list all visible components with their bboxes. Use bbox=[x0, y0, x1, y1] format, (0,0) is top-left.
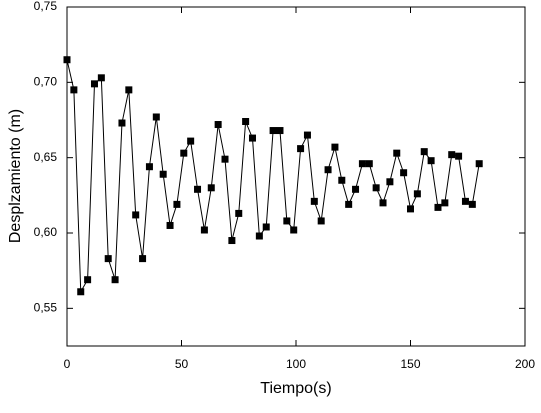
data-point bbox=[214, 121, 222, 129]
data-point bbox=[434, 203, 442, 211]
data-point bbox=[77, 288, 85, 296]
data-point bbox=[310, 197, 318, 205]
data-point bbox=[365, 160, 373, 168]
data-point bbox=[276, 127, 284, 135]
data-point bbox=[235, 209, 243, 217]
data-point bbox=[386, 178, 394, 186]
data-point bbox=[180, 149, 188, 157]
data-point bbox=[90, 80, 98, 88]
data-point bbox=[194, 185, 202, 193]
data-point bbox=[200, 226, 208, 234]
y-tick-label: 0,55 bbox=[34, 301, 58, 315]
data-point bbox=[152, 113, 160, 121]
data-point bbox=[173, 200, 181, 208]
data-point bbox=[379, 199, 387, 207]
data-point bbox=[372, 184, 380, 192]
data-point bbox=[441, 199, 449, 207]
data-point bbox=[448, 151, 456, 159]
data-point bbox=[139, 255, 147, 263]
x-tick-label: 0 bbox=[64, 357, 71, 371]
x-tick-label: 50 bbox=[175, 357, 189, 371]
data-point bbox=[400, 169, 408, 177]
x-tick-label: 150 bbox=[400, 357, 420, 371]
data-point bbox=[221, 155, 229, 163]
data-point bbox=[159, 170, 167, 178]
data-point bbox=[63, 56, 71, 64]
x-tick-label: 200 bbox=[515, 357, 535, 371]
data-point bbox=[393, 149, 401, 157]
x-tick-label: 100 bbox=[286, 357, 306, 371]
data-point bbox=[290, 226, 298, 234]
y-tick-label: 0,75 bbox=[34, 0, 58, 13]
data-point bbox=[242, 118, 250, 126]
data-point bbox=[475, 160, 483, 168]
data-point bbox=[324, 166, 332, 174]
data-point bbox=[358, 160, 366, 168]
data-point bbox=[70, 86, 78, 94]
data-point bbox=[407, 205, 414, 213]
data-point bbox=[111, 276, 119, 284]
data-point bbox=[248, 134, 256, 142]
data-point bbox=[352, 185, 360, 193]
data-point bbox=[455, 152, 463, 160]
data-point bbox=[345, 200, 353, 208]
data-point bbox=[413, 190, 421, 198]
y-tick-label: 0,65 bbox=[34, 150, 58, 164]
data-point bbox=[125, 86, 133, 94]
series-line bbox=[66, 59, 480, 294]
x-axis-title: Tiempo(s) bbox=[260, 380, 331, 397]
data-point bbox=[132, 211, 140, 219]
data-point bbox=[338, 176, 346, 184]
data-point bbox=[269, 127, 277, 135]
data-point bbox=[468, 200, 476, 208]
y-axis-title: Desplzamiento (m) bbox=[7, 109, 24, 243]
data-point bbox=[317, 217, 325, 225]
data-point bbox=[420, 148, 428, 156]
data-point bbox=[166, 221, 174, 229]
data-point bbox=[262, 223, 270, 231]
data-point bbox=[283, 217, 291, 225]
data-point bbox=[427, 157, 435, 165]
plot-frame bbox=[66, 6, 526, 347]
data-point bbox=[84, 276, 92, 284]
data-point bbox=[331, 143, 339, 151]
data-point bbox=[207, 184, 215, 192]
y-tick-label: 0,70 bbox=[34, 75, 58, 89]
data-point bbox=[187, 137, 195, 145]
data-point bbox=[303, 131, 311, 139]
data-point bbox=[118, 119, 126, 127]
data-point bbox=[297, 145, 305, 153]
data-point bbox=[255, 232, 263, 240]
data-point bbox=[461, 197, 469, 205]
data-point bbox=[228, 237, 236, 245]
data-point bbox=[97, 74, 105, 82]
data-point bbox=[104, 255, 112, 263]
y-tick-label: 0,60 bbox=[34, 225, 58, 239]
data-point bbox=[145, 163, 153, 171]
